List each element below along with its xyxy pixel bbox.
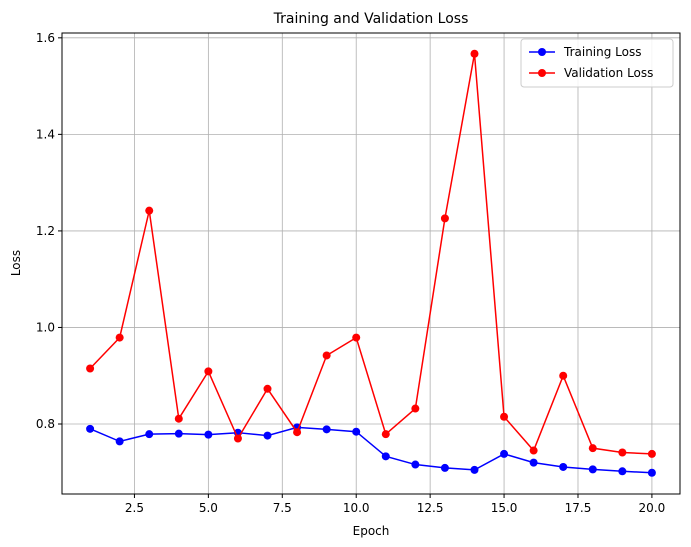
x-axis-title: Epoch [353, 524, 390, 538]
x-tick-label: 2.5 [125, 501, 144, 515]
x-tick-label: 12.5 [417, 501, 444, 515]
validation-loss-point [529, 446, 538, 455]
training-loss-point [86, 424, 95, 433]
y-axis-ticks: 0.8 1.0 1.2 1.4 1.6 [36, 31, 62, 431]
validation-loss-point [86, 364, 95, 373]
y-axis-title: Loss [9, 250, 23, 276]
chart-title: Training and Validation Loss [273, 11, 469, 27]
training-loss-legend-marker [538, 48, 546, 56]
training-loss-point [559, 462, 568, 471]
validation-loss-point [381, 430, 390, 439]
validation-loss-point [204, 367, 213, 376]
training-loss-point [500, 449, 509, 458]
training-loss-point [440, 463, 449, 472]
y-tick-label: 1.6 [36, 31, 55, 45]
validation-loss-point [411, 404, 420, 413]
training-loss-point [263, 431, 272, 440]
y-tick-label: 0.8 [36, 417, 55, 431]
y-tick-label: 1.2 [36, 224, 55, 238]
validation-loss-point [322, 351, 331, 360]
training-loss-point [618, 467, 627, 476]
validation-loss-point [263, 384, 272, 393]
validation-loss-point [233, 434, 242, 443]
training-loss-point [411, 460, 420, 469]
validation-loss-line [89, 53, 652, 455]
validation-loss-point [440, 214, 449, 223]
x-tick-label: 20.0 [639, 501, 666, 515]
x-tick-label: 7.5 [273, 501, 292, 515]
series-layer [86, 49, 656, 477]
validation-loss-point [500, 412, 509, 421]
validation-loss-point [174, 414, 183, 423]
training-loss-point [470, 465, 479, 474]
training-loss-point [529, 458, 538, 467]
legend-box [520, 38, 674, 88]
validation-loss-point [470, 49, 479, 58]
training-loss-point [322, 425, 331, 434]
validation-loss-point [293, 428, 302, 437]
x-tick-label: 17.5 [565, 501, 592, 515]
validation-loss-legend-marker [538, 69, 546, 77]
training-loss-point [174, 429, 183, 438]
training-loss-legend-label: Training Loss [563, 45, 641, 59]
grid-lines [62, 33, 680, 494]
training-loss-point [647, 468, 656, 477]
x-tick-label: 10.0 [343, 501, 370, 515]
training-loss-point [145, 430, 154, 439]
x-tick-label: 5.0 [199, 501, 218, 515]
validation-loss-point [588, 444, 597, 453]
validation-loss-point [352, 333, 361, 342]
training-loss-line [89, 426, 652, 474]
plot-area-frame [61, 32, 681, 495]
training-loss-point [204, 430, 213, 439]
validation-loss-point [559, 371, 568, 380]
validation-loss-point [115, 333, 124, 342]
legend: Training Loss Validation Loss [520, 38, 674, 88]
validation-loss-point [145, 206, 154, 215]
y-tick-label: 1.0 [36, 320, 55, 334]
training-loss-point [588, 465, 597, 474]
validation-loss-point [647, 449, 656, 458]
training-loss-point [352, 427, 361, 436]
y-tick-label: 1.4 [36, 127, 55, 141]
validation-loss-legend-label: Validation Loss [564, 66, 653, 80]
training-loss-point [115, 437, 124, 446]
validation-loss-point [618, 448, 627, 457]
x-axis-ticks: 2.5 5.0 7.5 10.0 12.5 15.0 17.5 20.0 [125, 494, 665, 515]
x-tick-label: 15.0 [491, 501, 518, 515]
training-loss-point [381, 452, 390, 461]
